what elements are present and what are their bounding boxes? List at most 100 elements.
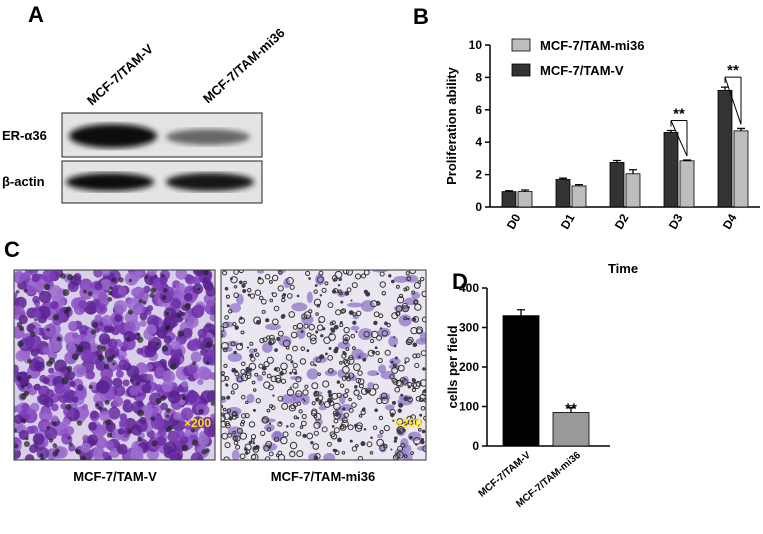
cell (119, 419, 128, 428)
cell (202, 276, 209, 284)
pore (298, 409, 303, 414)
cell (202, 354, 213, 366)
bar (717, 89, 733, 208)
pore (393, 439, 397, 443)
bar (517, 191, 533, 208)
pore (255, 352, 260, 357)
pore (266, 373, 272, 379)
pore (403, 316, 408, 321)
cell (187, 393, 198, 404)
pore (109, 286, 113, 290)
pore (242, 288, 247, 294)
pore (52, 443, 58, 448)
cell (167, 390, 181, 404)
pore (390, 360, 394, 364)
cell (380, 370, 396, 380)
pore (313, 390, 320, 397)
pore (20, 384, 25, 389)
pore (39, 453, 44, 458)
pore (390, 448, 393, 451)
pore (380, 392, 388, 400)
pore (95, 403, 100, 407)
pore (276, 336, 281, 341)
pore (236, 376, 243, 383)
pore (339, 321, 343, 325)
pore (392, 419, 395, 422)
pore (350, 333, 356, 339)
annotation: ** (673, 106, 685, 123)
cell (206, 417, 215, 429)
y-tick-label: 4 (475, 135, 482, 149)
cell (88, 421, 97, 431)
pore (362, 407, 366, 411)
pore (303, 399, 306, 402)
cell (176, 384, 185, 393)
pore (317, 372, 321, 376)
cell (156, 435, 167, 446)
pore (352, 346, 356, 351)
cell (146, 373, 154, 381)
pore (268, 340, 273, 346)
pore (126, 337, 131, 341)
pore (308, 309, 313, 314)
cell (256, 374, 263, 382)
pore (106, 356, 114, 363)
pore (391, 312, 399, 320)
bar (502, 315, 540, 447)
pore (381, 291, 386, 296)
pore (271, 292, 278, 298)
pore (349, 439, 353, 443)
lane-label: MCF-7/TAM-mi36 (200, 25, 288, 106)
pore (232, 430, 236, 435)
pore (363, 289, 368, 294)
cell (124, 272, 139, 286)
pore (311, 382, 319, 390)
cell (107, 338, 118, 349)
pore (337, 437, 342, 443)
pore (233, 270, 239, 275)
pore (373, 320, 378, 326)
cell (367, 382, 375, 388)
pore (150, 416, 156, 422)
cell (175, 270, 188, 280)
cell (419, 331, 426, 342)
pore (255, 398, 261, 404)
cell (130, 288, 140, 297)
pore (341, 308, 347, 314)
pore (417, 280, 422, 285)
pore (299, 358, 307, 365)
pore (273, 436, 280, 443)
pore (67, 436, 71, 440)
pore (324, 281, 329, 286)
cell (146, 363, 154, 371)
pore (278, 270, 283, 275)
cell (339, 393, 346, 405)
pore (300, 346, 306, 352)
y-tick-label: 0 (472, 439, 479, 453)
pore (333, 402, 341, 411)
pore (377, 357, 383, 364)
cell (223, 321, 234, 328)
pore (374, 346, 378, 350)
pore (272, 318, 279, 326)
pore (376, 301, 381, 306)
cell (26, 425, 35, 435)
pore (376, 335, 382, 341)
pore (412, 381, 421, 390)
pore (296, 450, 304, 458)
panel-label: A (28, 2, 44, 27)
magnification: ×200 (395, 416, 422, 430)
pore (222, 407, 227, 412)
cell (171, 298, 182, 309)
cell (62, 418, 71, 427)
pore (282, 339, 291, 348)
pore (261, 371, 266, 376)
caption: MCF-7/TAM-V (73, 469, 157, 484)
pore (20, 393, 27, 400)
pore (315, 357, 322, 363)
pore (393, 364, 396, 368)
pore (27, 358, 32, 364)
pore (409, 414, 416, 421)
pore (393, 336, 396, 339)
pore (342, 338, 349, 345)
